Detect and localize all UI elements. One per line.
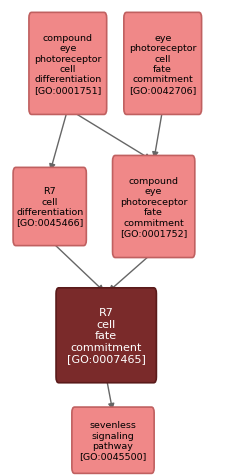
Text: eye
photoreceptor
cell
fate
commitment
[GO:0042706]: eye photoreceptor cell fate commitment [… [128, 34, 196, 95]
Text: sevenless
signaling
pathway
[GO:0045500]: sevenless signaling pathway [GO:0045500] [79, 420, 146, 460]
Text: R7
cell
differentiation
[GO:0045466]: R7 cell differentiation [GO:0045466] [16, 187, 83, 227]
FancyBboxPatch shape [13, 168, 86, 246]
FancyBboxPatch shape [56, 288, 156, 383]
FancyBboxPatch shape [29, 13, 106, 115]
FancyBboxPatch shape [72, 407, 153, 473]
Text: R7
cell
fate
commitment
[GO:0007465]: R7 cell fate commitment [GO:0007465] [66, 307, 145, 364]
FancyBboxPatch shape [123, 13, 201, 115]
Text: compound
eye
photoreceptor
cell
differentiation
[GO:0001751]: compound eye photoreceptor cell differen… [34, 34, 101, 95]
Text: compound
eye
photoreceptor
fate
commitment
[GO:0001752]: compound eye photoreceptor fate commitme… [119, 177, 187, 238]
FancyBboxPatch shape [112, 156, 194, 258]
